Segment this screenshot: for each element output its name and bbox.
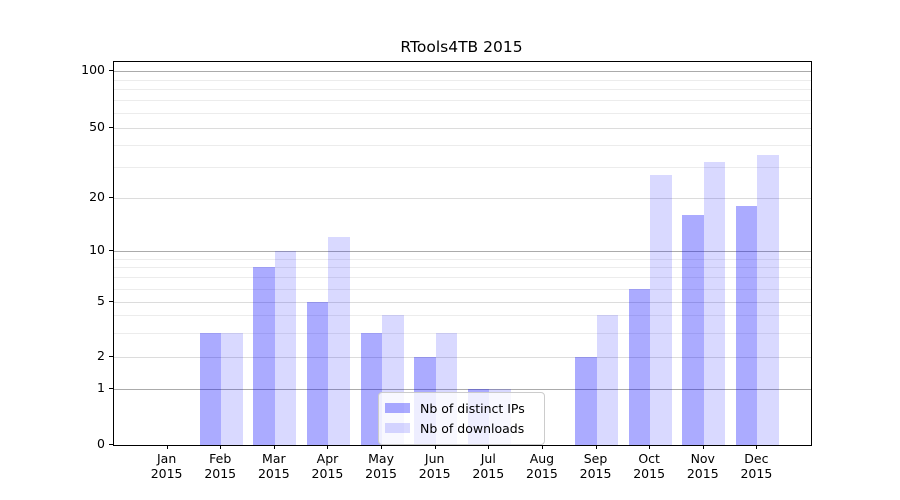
bar-downloads-dec <box>757 155 779 445</box>
bar-downloads-nov <box>703 162 726 445</box>
y-tick-label: 20 <box>89 189 105 204</box>
y-tick-mark <box>109 197 113 198</box>
y-tick-mark <box>109 301 113 302</box>
mid-gridline <box>114 357 811 358</box>
minor-gridline <box>114 315 811 317</box>
x-tick-label: Jun 2015 <box>418 451 451 481</box>
legend: Nb of distinct IPs Nb of downloads <box>378 392 545 445</box>
bar-downloads-feb <box>221 332 243 445</box>
x-tick-mark <box>166 445 168 449</box>
x-tick-label: Apr 2015 <box>311 451 344 481</box>
y-tick-label: 5 <box>97 293 105 308</box>
major-gridline <box>114 389 811 390</box>
y-tick-label: 50 <box>89 119 105 134</box>
x-tick-mark <box>434 445 436 449</box>
x-tick-label: Jan 2015 <box>150 451 183 481</box>
x-tick-label: Nov 2015 <box>686 451 719 481</box>
bar-distinct-ips-sep <box>575 357 597 445</box>
x-tick-label: Aug 2015 <box>526 451 558 481</box>
minor-gridline <box>114 288 811 290</box>
x-tick-label: Mar 2015 <box>257 451 290 481</box>
y-tick-label: 0 <box>97 436 105 451</box>
distinct-ips-swatch <box>385 403 410 413</box>
x-tick-mark <box>702 445 704 449</box>
bar-distinct-ips-dec <box>735 206 758 445</box>
downloads-swatch <box>385 423 410 433</box>
legend-label-distinct-ips: Nb of distinct IPs <box>420 400 525 416</box>
minor-gridline <box>114 267 811 269</box>
minor-gridline <box>114 277 811 279</box>
y-tick-mark <box>109 388 113 389</box>
minor-gridline <box>114 332 811 334</box>
minor-gridline <box>114 258 811 260</box>
bar-downloads-apr <box>328 237 350 445</box>
x-tick-mark <box>220 445 222 449</box>
mid-gridline <box>114 128 811 129</box>
bar-distinct-ips-nov <box>682 215 704 445</box>
x-tick-mark <box>327 445 329 449</box>
bar-downloads-oct <box>650 175 672 445</box>
bar-distinct-ips-feb <box>199 332 222 445</box>
x-tick-label: Dec 2015 <box>740 451 773 481</box>
minor-gridline <box>114 145 811 147</box>
x-tick-label: Jul 2015 <box>472 451 505 481</box>
y-tick-mark <box>109 250 113 251</box>
mid-gridline <box>114 302 811 303</box>
bar-distinct-ips-apr <box>307 302 329 445</box>
y-tick-label: 1 <box>97 380 105 395</box>
y-tick-mark <box>109 444 113 445</box>
bar-downloads-sep <box>596 315 618 445</box>
x-tick-label: Feb 2015 <box>204 451 237 481</box>
x-tick-mark <box>595 445 597 449</box>
x-tick-mark <box>541 445 543 449</box>
minor-gridline <box>114 100 811 102</box>
legend-label-downloads: Nb of downloads <box>420 420 525 436</box>
y-tick-mark <box>109 70 113 71</box>
y-tick-mark <box>109 127 113 128</box>
x-tick-mark <box>756 445 758 449</box>
x-tick-mark <box>381 445 383 449</box>
minor-gridline <box>114 113 811 114</box>
bar-distinct-ips-mar <box>253 267 275 445</box>
x-tick-label: Oct 2015 <box>633 451 666 481</box>
y-tick-label: 10 <box>89 242 105 257</box>
legend-item-downloads: Nb of downloads <box>385 418 536 438</box>
y-tick-label: 2 <box>97 348 105 363</box>
major-gridline <box>114 71 811 72</box>
x-tick-label: Sep 2015 <box>579 451 612 481</box>
minor-gridline <box>114 167 811 169</box>
legend-item-distinct-ips: Nb of distinct IPs <box>385 398 536 418</box>
minor-gridline <box>114 89 811 91</box>
bar-distinct-ips-may <box>360 332 383 445</box>
bar-downloads-mar <box>274 251 297 445</box>
y-tick-label: 100 <box>81 62 105 77</box>
bar-distinct-ips-oct <box>628 288 651 445</box>
major-gridline <box>114 251 811 252</box>
x-tick-label: May 2015 <box>365 451 397 481</box>
mid-gridline <box>114 198 811 199</box>
x-tick-mark <box>488 445 490 449</box>
y-tick-mark <box>109 356 113 357</box>
plot-area <box>113 61 812 446</box>
x-tick-mark <box>649 445 651 449</box>
x-tick-mark <box>273 445 275 449</box>
chart-title: RTools4TB 2015 <box>400 38 523 56</box>
minor-gridline <box>114 79 811 81</box>
